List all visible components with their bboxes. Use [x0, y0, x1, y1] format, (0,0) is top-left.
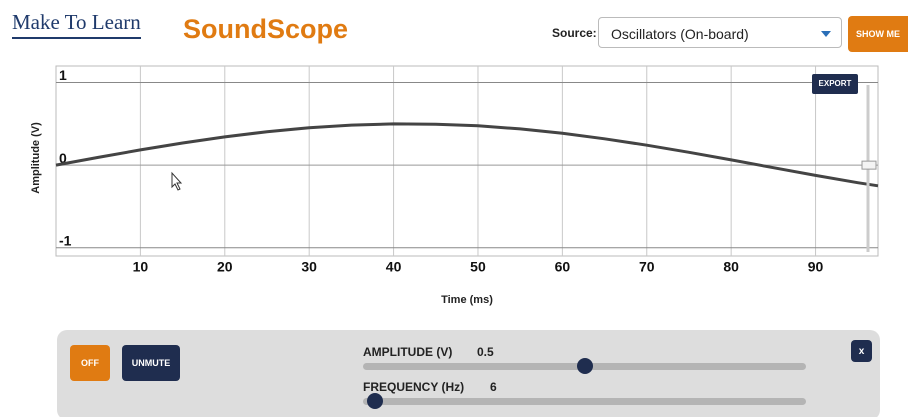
x-tick-label: 90 — [808, 259, 824, 275]
frequency-slider[interactable] — [363, 398, 806, 405]
frequency-thumb[interactable] — [367, 393, 383, 409]
close-button[interactable]: x — [851, 340, 872, 362]
x-tick-label: 40 — [386, 259, 402, 275]
export-button[interactable] — [812, 74, 858, 94]
y-tick-label: 1 — [59, 67, 67, 83]
y-tick-label: -1 — [59, 232, 72, 248]
zero-handle[interactable] — [861, 160, 877, 170]
plot-area — [55, 65, 879, 257]
logo: Make To Learn — [12, 10, 141, 39]
x-tick-label: 70 — [639, 259, 655, 275]
y-axis-label: Amplitude (V) — [30, 122, 42, 194]
amplitude-thumb[interactable] — [577, 358, 593, 374]
unmute-button[interactable]: UNMUTE — [122, 345, 180, 381]
x-tick-label: 80 — [723, 259, 739, 275]
off-button[interactable]: OFF — [70, 345, 110, 381]
caret — [821, 31, 831, 37]
show-me-button[interactable]: SHOW ME — [848, 16, 908, 52]
x-tick-label: 10 — [133, 259, 149, 275]
amplitude-label: AMPLITUDE (V) — [363, 345, 453, 359]
export-label: EXPORT — [819, 79, 852, 88]
x-tick-label: 20 — [217, 259, 233, 275]
frequency-value: 6 — [490, 380, 497, 394]
amplitude-value: 0.5 — [477, 345, 494, 359]
x-tick-label: 30 — [301, 259, 317, 275]
x-tick-label: 60 — [555, 259, 571, 275]
waveform — [55, 122, 879, 188]
source-label: Source: — [552, 26, 597, 40]
mouse-cursor — [171, 171, 183, 191]
source-value: Oscillators (On-board) — [611, 26, 749, 42]
source-select[interactable]: Oscillators (On-board) — [598, 17, 842, 48]
frequency-label: FREQUENCY (Hz) — [363, 380, 465, 394]
x-tick-label: 50 — [470, 259, 486, 275]
app-title: SoundScope — [183, 14, 349, 44]
x-axis-label: Time (ms) — [441, 294, 493, 306]
chart: 10 20 30 40 50 60 70 80 90 -1 0 1 Time (ms) Amplitude… — [30, 65, 879, 306]
y-tick-label: 0 — [59, 150, 67, 166]
